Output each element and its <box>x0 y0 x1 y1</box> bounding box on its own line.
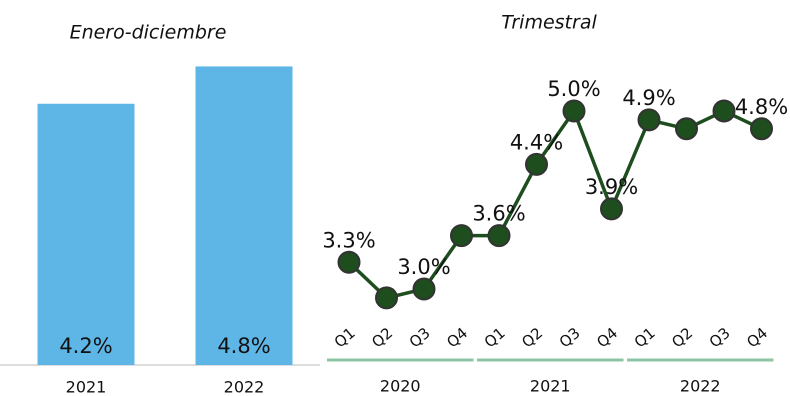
marker <box>750 117 773 141</box>
value-label: 3.9% <box>585 175 638 199</box>
value-label: 3.0% <box>397 255 450 279</box>
marker <box>525 152 548 176</box>
value-label: 3.3% <box>322 228 375 252</box>
x-tick-label: Q4 <box>443 324 471 352</box>
value-label: 4.4% <box>510 130 563 154</box>
x-tick-label: Q2 <box>368 324 396 352</box>
marker <box>637 108 661 132</box>
group-label: 2020 <box>380 377 421 396</box>
marker <box>375 286 398 310</box>
marker <box>337 250 361 274</box>
chart-title: Trimestral <box>501 12 597 34</box>
value-label: 3.6% <box>472 202 525 226</box>
bar <box>195 66 293 365</box>
x-tick-label: Q1 <box>331 324 359 352</box>
value-label: 4.8% <box>217 334 270 358</box>
x-tick-label: 2022 <box>224 378 265 396</box>
x-tick-label: Q3 <box>406 324 434 352</box>
marker <box>562 99 586 123</box>
value-label: 5.0% <box>547 77 600 101</box>
bar <box>37 103 135 365</box>
marker <box>600 197 623 221</box>
marker <box>412 277 436 301</box>
x-tick-label: Q3 <box>556 324 584 352</box>
value-label: 4.8% <box>735 95 788 119</box>
x-tick-label: Q4 <box>743 324 771 352</box>
marker <box>712 99 736 123</box>
marker <box>487 224 511 248</box>
group-label: 2022 <box>680 377 721 396</box>
marker <box>675 117 698 141</box>
x-tick-label: Q4 <box>593 324 621 352</box>
x-tick-label: Q2 <box>518 324 546 352</box>
value-label: 4.9% <box>622 86 675 110</box>
value-label: 4.2% <box>59 334 112 358</box>
x-tick-label: Q1 <box>631 324 659 352</box>
marker <box>450 224 473 248</box>
group-label: 2021 <box>530 377 571 396</box>
x-tick-label: Q2 <box>668 324 696 352</box>
chart-title: Enero-diciembre <box>70 22 227 44</box>
x-tick-label: Q1 <box>481 324 509 352</box>
x-tick-label: 2021 <box>66 378 107 396</box>
x-tick-label: Q3 <box>706 324 734 352</box>
